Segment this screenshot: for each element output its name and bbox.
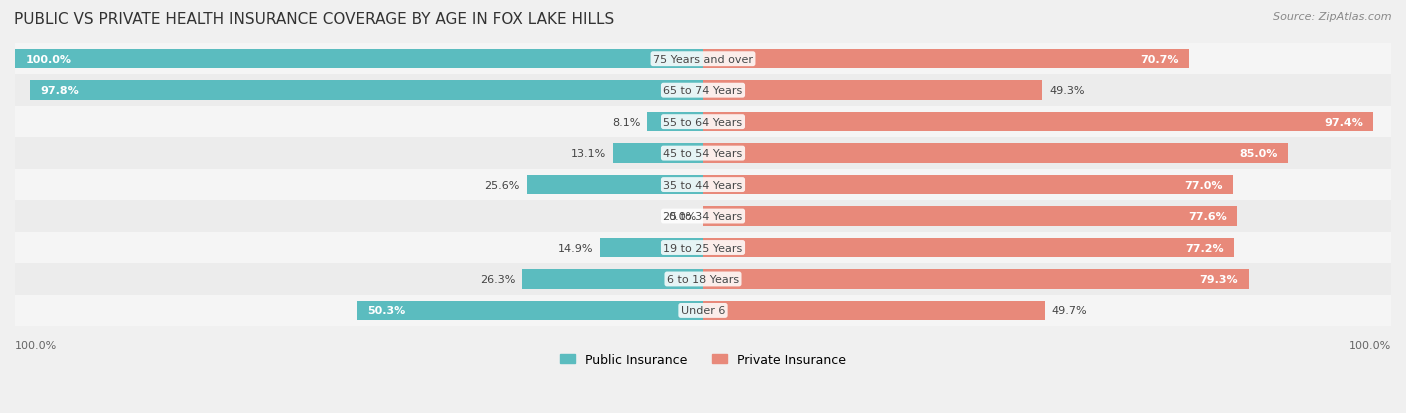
Text: 55 to 64 Years: 55 to 64 Years xyxy=(664,117,742,127)
Text: 100.0%: 100.0% xyxy=(1348,340,1391,351)
Bar xyxy=(703,270,1249,289)
Bar xyxy=(15,201,1391,232)
Text: 97.8%: 97.8% xyxy=(41,86,79,96)
Bar xyxy=(703,238,1234,258)
Text: 6 to 18 Years: 6 to 18 Years xyxy=(666,274,740,284)
Bar xyxy=(15,50,703,69)
Bar xyxy=(703,81,1042,101)
Text: PUBLIC VS PRIVATE HEALTH INSURANCE COVERAGE BY AGE IN FOX LAKE HILLS: PUBLIC VS PRIVATE HEALTH INSURANCE COVER… xyxy=(14,12,614,27)
Text: 77.2%: 77.2% xyxy=(1185,243,1223,253)
Text: 79.3%: 79.3% xyxy=(1199,274,1239,284)
Bar xyxy=(15,232,1391,263)
Bar xyxy=(15,169,1391,201)
Legend: Public Insurance, Private Insurance: Public Insurance, Private Insurance xyxy=(555,348,851,371)
Text: 100.0%: 100.0% xyxy=(15,340,58,351)
Text: 45 to 54 Years: 45 to 54 Years xyxy=(664,149,742,159)
Bar xyxy=(600,238,703,258)
Bar xyxy=(647,113,703,132)
Text: Source: ZipAtlas.com: Source: ZipAtlas.com xyxy=(1274,12,1392,22)
Text: 25.6%: 25.6% xyxy=(485,180,520,190)
Text: 35 to 44 Years: 35 to 44 Years xyxy=(664,180,742,190)
Bar xyxy=(15,138,1391,169)
Text: 13.1%: 13.1% xyxy=(571,149,606,159)
Text: 49.3%: 49.3% xyxy=(1049,86,1084,96)
Text: 26.3%: 26.3% xyxy=(479,274,515,284)
Text: 75 Years and over: 75 Years and over xyxy=(652,55,754,64)
Text: Under 6: Under 6 xyxy=(681,306,725,316)
Text: 50.3%: 50.3% xyxy=(367,306,405,316)
Text: 14.9%: 14.9% xyxy=(558,243,593,253)
Text: 8.1%: 8.1% xyxy=(612,117,640,127)
Text: 19 to 25 Years: 19 to 25 Years xyxy=(664,243,742,253)
Text: 85.0%: 85.0% xyxy=(1239,149,1278,159)
Bar xyxy=(703,207,1237,226)
Bar xyxy=(703,301,1045,320)
Text: Under 6: Under 6 xyxy=(681,306,725,316)
Text: 97.4%: 97.4% xyxy=(1324,117,1362,127)
Text: 6 to 18 Years: 6 to 18 Years xyxy=(666,274,740,284)
Text: 65 to 74 Years: 65 to 74 Years xyxy=(664,86,742,96)
Text: 77.6%: 77.6% xyxy=(1188,211,1226,221)
Text: 70.7%: 70.7% xyxy=(1140,55,1180,64)
Text: 25 to 34 Years: 25 to 34 Years xyxy=(664,211,742,221)
Bar xyxy=(703,144,1288,164)
Text: 35 to 44 Years: 35 to 44 Years xyxy=(664,180,742,190)
Bar xyxy=(15,295,1391,326)
Text: 77.0%: 77.0% xyxy=(1184,180,1222,190)
Bar xyxy=(527,176,703,195)
Bar xyxy=(30,81,703,101)
Bar xyxy=(15,75,1391,107)
Bar xyxy=(15,263,1391,295)
Text: 49.7%: 49.7% xyxy=(1052,306,1087,316)
Text: 25 to 34 Years: 25 to 34 Years xyxy=(664,211,742,221)
Text: 55 to 64 Years: 55 to 64 Years xyxy=(664,117,742,127)
Bar xyxy=(15,44,1391,75)
Text: 0.0%: 0.0% xyxy=(668,211,696,221)
Bar xyxy=(703,50,1189,69)
Bar xyxy=(613,144,703,164)
Text: 100.0%: 100.0% xyxy=(25,55,72,64)
Text: 19 to 25 Years: 19 to 25 Years xyxy=(664,243,742,253)
Bar xyxy=(703,176,1233,195)
Text: 65 to 74 Years: 65 to 74 Years xyxy=(664,86,742,96)
Text: 75 Years and over: 75 Years and over xyxy=(652,55,754,64)
Bar xyxy=(703,113,1374,132)
Bar xyxy=(357,301,703,320)
Text: 45 to 54 Years: 45 to 54 Years xyxy=(664,149,742,159)
Bar xyxy=(15,107,1391,138)
Bar xyxy=(522,270,703,289)
